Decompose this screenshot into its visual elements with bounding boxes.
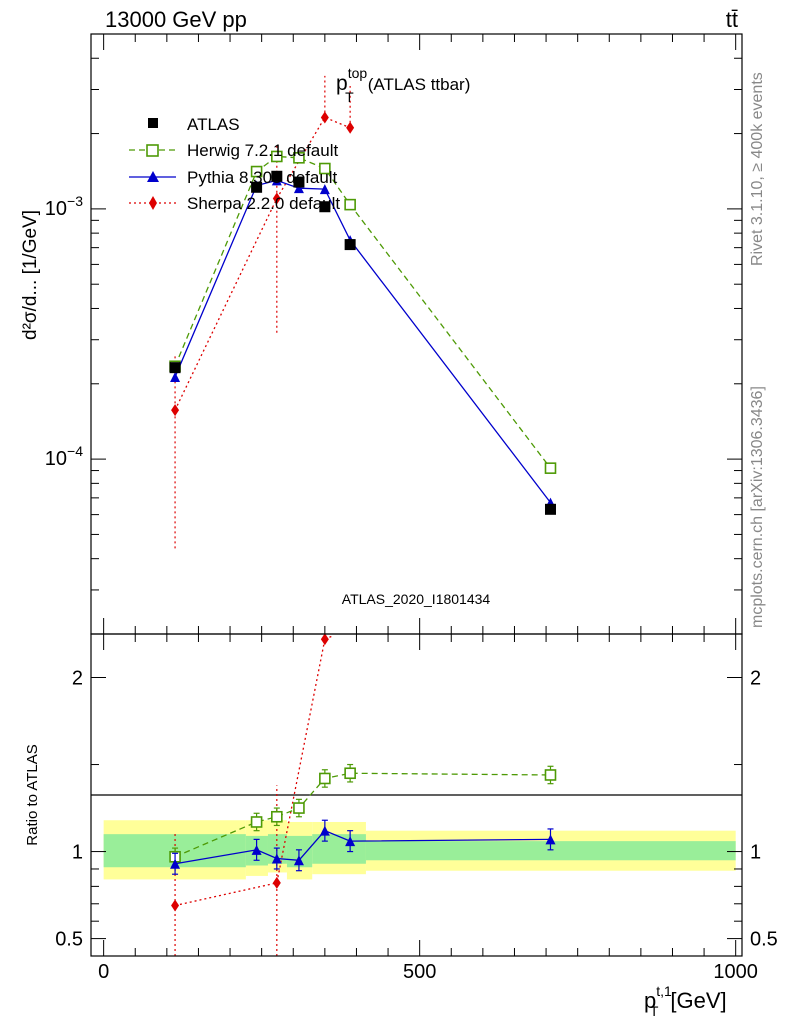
main-data-point (250, 165, 263, 178)
x-tick-label: 500 (403, 961, 436, 983)
legend-entry-herwig: Herwig 7.2.1 default (129, 141, 338, 160)
legend-entry-sherpa: Sherpa 2.2.0 default (129, 194, 340, 213)
ratio-data-point (544, 769, 557, 781)
plot-title: ptop T(ATLAS ttbar) (336, 65, 470, 105)
x-tick-label: 0 (98, 961, 109, 983)
legend-sherpa-marker (149, 196, 157, 210)
main-data-point (544, 462, 557, 474)
ratio-data-point (344, 767, 356, 780)
main-data-point (344, 198, 356, 211)
ratio-y-tick-label: 1 (72, 842, 83, 864)
main-series-line (174, 179, 552, 504)
ratio-data-point (320, 633, 329, 646)
x-axis-label: pt,1 T [GeV] (644, 983, 727, 1019)
legend-pythia-marker (147, 171, 159, 182)
ratio-y-tick-label-right: 1 (750, 842, 761, 864)
ratio-data-layer (169, 633, 557, 956)
main-data-point (293, 152, 305, 164)
ratio-band-green (365, 841, 736, 861)
main-data-point (346, 121, 355, 134)
legend-entry-pythia: Pythia 8.308 default (129, 168, 338, 187)
ratio-frame (90, 633, 743, 957)
ratio-data-point (293, 855, 304, 866)
ratio-data-point (345, 836, 356, 847)
main-data-point (319, 162, 331, 175)
ratio-data-point (272, 876, 281, 889)
main-data-point (171, 404, 180, 417)
main-data-point (320, 111, 329, 124)
rivet-version-label: Rivet 3.1.10, ≥ 400k events (749, 72, 766, 266)
ratio-data-point (271, 810, 283, 823)
legend: ATLAS Herwig 7.2.1 default Pythia 8.308 … (129, 115, 340, 213)
main-y-tick-label: 10−4 (45, 443, 83, 470)
main-data-point (293, 176, 305, 188)
main-data-point (170, 371, 181, 382)
main-data-point (169, 362, 181, 374)
legend-atlas-marker (148, 118, 158, 128)
main-data-point (319, 201, 331, 213)
legend-herwig-label: Herwig 7.2.1 default (187, 141, 338, 160)
legend-pythia-label: Pythia 8.308 default (187, 168, 338, 187)
source-label: mcplots.cern.ch [arXiv:1306.3436] (749, 386, 766, 628)
energy-label: 13000 GeV pp (105, 7, 247, 32)
legend-entry-atlas: ATLAS (148, 115, 240, 134)
ratio-data-point (319, 772, 331, 785)
main-data-point (272, 192, 281, 205)
main-data-point (544, 503, 556, 515)
ratio-band-green (312, 834, 366, 864)
ratio-y-axis-label: Ratio to ATLAS (24, 744, 41, 845)
analysis-watermark: ATLAS_2020_I1801434 (342, 591, 491, 607)
ratio-data-point (271, 853, 282, 864)
main-data-point (293, 183, 304, 194)
x-tick-label: 1000 (713, 961, 758, 983)
main-series-line (174, 116, 351, 411)
ratio-data-point (171, 899, 180, 912)
main-data-point (251, 181, 263, 193)
main-data-point (319, 184, 330, 195)
ratio-data-point (293, 802, 305, 814)
ratio-data-point (251, 844, 262, 855)
legend-sherpa-label: Sherpa 2.2.0 default (187, 194, 340, 213)
ratio-data-point (250, 816, 263, 828)
legend-herwig-marker (146, 144, 159, 157)
ratio-data-point (319, 825, 330, 836)
main-data-layer (169, 75, 557, 549)
main-axis-ticks: 10−4 10−3 (45, 33, 742, 635)
main-y-tick-label: 10−3 (45, 193, 83, 220)
ratio-y-tick-label: 0.5 (55, 929, 83, 951)
legend-atlas-label: ATLAS (187, 115, 240, 134)
ratio-y-tick-label: 2 (72, 668, 83, 690)
main-data-point (271, 170, 283, 182)
process-label: tt̄ (726, 7, 738, 32)
ratio-y-tick-label-right: 2 (750, 668, 761, 690)
ratio-axis-ticks: 0.5 0.5 1 1 2 2 0 500 1000 (55, 634, 778, 983)
ratio-uncertainty-bands (103, 820, 736, 880)
main-data-point (344, 239, 356, 251)
main-y-axis-label: d²σ/d... [1/GeV] (20, 210, 41, 340)
ratio-data-point (170, 858, 181, 869)
ratio-y-tick-label-right: 0.5 (750, 929, 778, 951)
main-data-point (271, 150, 283, 163)
ratio-data-point (545, 834, 556, 845)
